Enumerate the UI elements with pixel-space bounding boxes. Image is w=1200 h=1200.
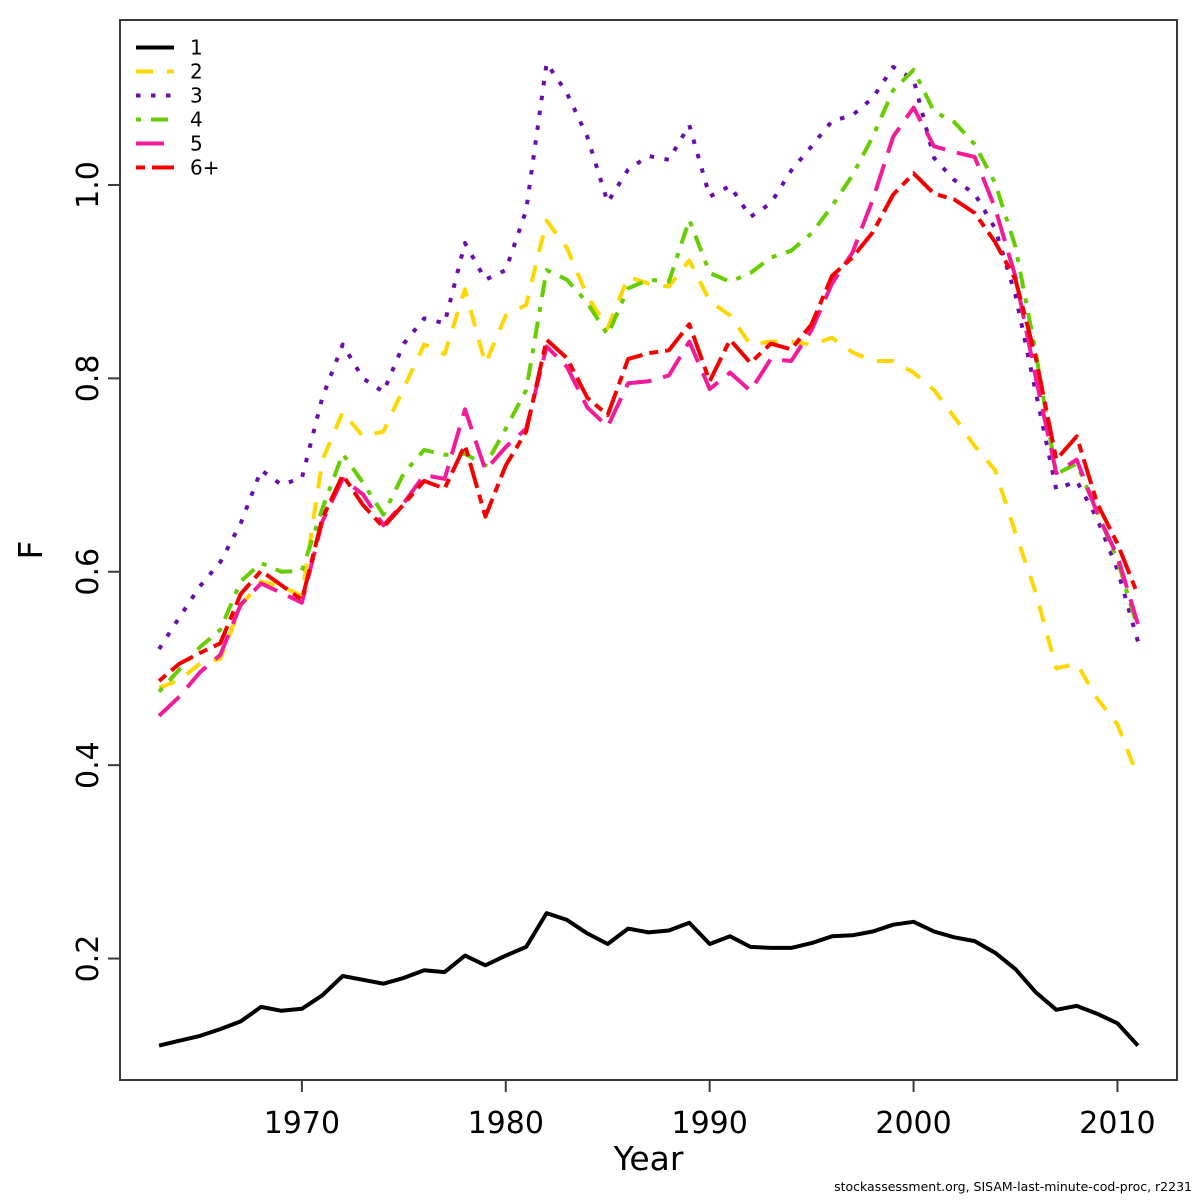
legend-item-4: 4 xyxy=(136,108,203,132)
x-tick-label: 2000 xyxy=(875,1106,951,1141)
legend-label-age-5: 5 xyxy=(190,132,203,156)
legend-item-1: 1 xyxy=(136,36,203,60)
legend-label-age-3: 3 xyxy=(190,84,203,108)
x-tick-label: 1980 xyxy=(468,1106,544,1141)
legend-item-2: 2 xyxy=(136,60,203,84)
series-line-age-1 xyxy=(158,911,1140,1048)
y-tick-label: 0.4 xyxy=(71,741,106,789)
y-axis-title: F xyxy=(11,541,50,560)
series-line-age-5 xyxy=(157,105,1140,718)
series-line-age-6+ xyxy=(157,171,1140,683)
x-tick-label: 2010 xyxy=(1079,1106,1155,1141)
series-line-age-3 xyxy=(157,61,1140,651)
legend-item-6+: 6+ xyxy=(136,156,219,180)
x-tick-label: 1970 xyxy=(264,1106,340,1141)
legend-label-age-6+: 6+ xyxy=(190,156,219,180)
y-tick-label: 0.8 xyxy=(71,355,106,403)
y-tick-label: 1.0 xyxy=(71,161,106,209)
y-tick-label: 0.6 xyxy=(71,548,106,596)
plot-border xyxy=(119,19,1178,1081)
y-tick-label: 0.2 xyxy=(71,935,106,983)
x-tick-label: 1990 xyxy=(671,1106,747,1141)
legend-label-age-1: 1 xyxy=(190,36,203,60)
legend-label-age-4: 4 xyxy=(190,108,203,132)
legend-item-5: 5 xyxy=(136,132,203,156)
attribution-text: stockassessment.org, SISAM-last-minute-c… xyxy=(834,1179,1192,1194)
x-axis-title: Year xyxy=(613,1139,684,1178)
series-line-age-2 xyxy=(158,218,1140,778)
legend-label-age-2: 2 xyxy=(190,60,203,84)
series-line-age-4 xyxy=(157,67,1140,694)
legend-item-3: 3 xyxy=(136,84,203,108)
